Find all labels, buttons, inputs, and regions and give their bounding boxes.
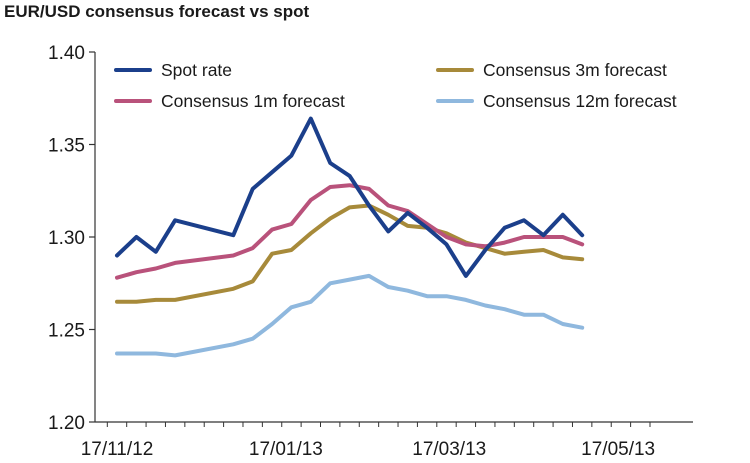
x-tick-label: 17/05/13 [581, 439, 655, 460]
legend-label-consensus-3m-forecast: Consensus 3m forecast [483, 60, 667, 80]
x-axis-ticks: 17/11/12 17/01/13 17/03/13 17/05/13 [81, 422, 655, 460]
legend: Spot rate Consensus 1m forecast Consensus … [114, 60, 677, 111]
y-tick-label: 1.35 [48, 136, 85, 157]
series-line-consensus-1m-forecast [115, 183, 585, 280]
x-tick-label: 17/03/13 [412, 439, 486, 460]
x-tick-label: 17/01/13 [249, 439, 323, 460]
legend-label-consensus-12m-forecast: Consensus 12m forecast [483, 91, 677, 111]
series-line-spot-rate [115, 116, 585, 278]
legend-label-spot-rate: Spot rate [161, 60, 232, 80]
chart-title: EUR/USD consensus forecast vs spot [4, 2, 310, 21]
series-line-consensus-12m-forecast [115, 273, 585, 358]
y-axis-ticks: 1.20 1.25 1.30 1.35 1.40 [48, 43, 95, 434]
y-tick-label: 1.40 [48, 43, 85, 64]
y-tick-label: 1.25 [48, 321, 85, 342]
series-lines [115, 116, 585, 358]
y-tick-label: 1.20 [48, 413, 85, 434]
y-tick-label: 1.30 [48, 228, 85, 249]
series-line-consensus-3m-forecast [115, 203, 585, 304]
x-tick-label: 17/11/12 [81, 439, 154, 460]
legend-label-consensus-1m-forecast: Consensus 1m forecast [161, 91, 345, 111]
